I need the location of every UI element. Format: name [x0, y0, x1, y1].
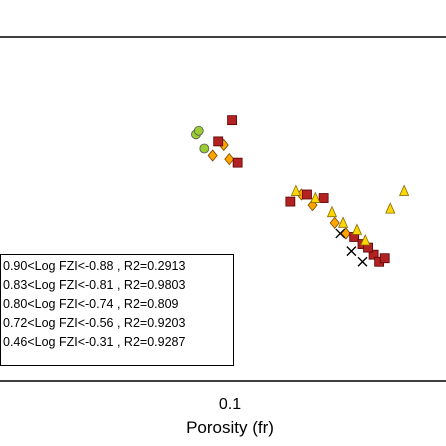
- point-s4-5: [351, 223, 363, 235]
- point-s3-1: [227, 115, 237, 126]
- point-s3-3: [232, 157, 243, 168]
- legend-item-2: 0.83<Log FZI<-0.81 , R2=0.9803: [3, 278, 186, 292]
- x-tick-label: 0.1: [218, 396, 242, 413]
- point-s1-3: [193, 125, 204, 136]
- point-s4-4: [337, 216, 349, 228]
- point-s2-3: [224, 152, 235, 166]
- point-s5-1: [357, 256, 368, 267]
- legend-item-4: 0.72<Log FZI<-0.56 , R2=0.9203: [3, 316, 186, 330]
- point-s4-8: [360, 234, 371, 246]
- legend-item-3: 0.80<Log FZI<-0.74 , R2=0.809: [3, 297, 179, 311]
- point-s2-1: [207, 149, 218, 162]
- point-s3-4: [285, 196, 296, 207]
- legend: 0.90<Log FZI<-0.88 , R2=0.2913 0.83<Log …: [0, 254, 234, 366]
- point-s1-2: [199, 143, 210, 154]
- legend-item-5: 0.46<Log FZI<-0.31 , R2=0.9287: [3, 335, 186, 349]
- point-s4-2: [310, 191, 321, 203]
- point-s3-5: [302, 189, 312, 200]
- point-s3-12: [379, 253, 390, 264]
- point-s2-6: [329, 216, 340, 229]
- data-marks: [191, 115, 410, 267]
- point-s5-3: [335, 228, 346, 239]
- point-s4-6: [399, 184, 410, 196]
- point-s3-2: [213, 136, 224, 147]
- point-s3-9: [368, 249, 379, 260]
- point-s4-1: [290, 184, 302, 196]
- point-s5-2: [346, 246, 357, 257]
- point-s4-7: [385, 202, 396, 214]
- x-axis-title: Porosity (fr): [186, 418, 274, 437]
- legend-item-1: 0.90<Log FZI<-0.88 , R2=0.2913: [3, 259, 186, 273]
- point-s2-7: [340, 227, 351, 240]
- point-s4-3: [326, 205, 338, 218]
- point-s3-6: [318, 193, 329, 203]
